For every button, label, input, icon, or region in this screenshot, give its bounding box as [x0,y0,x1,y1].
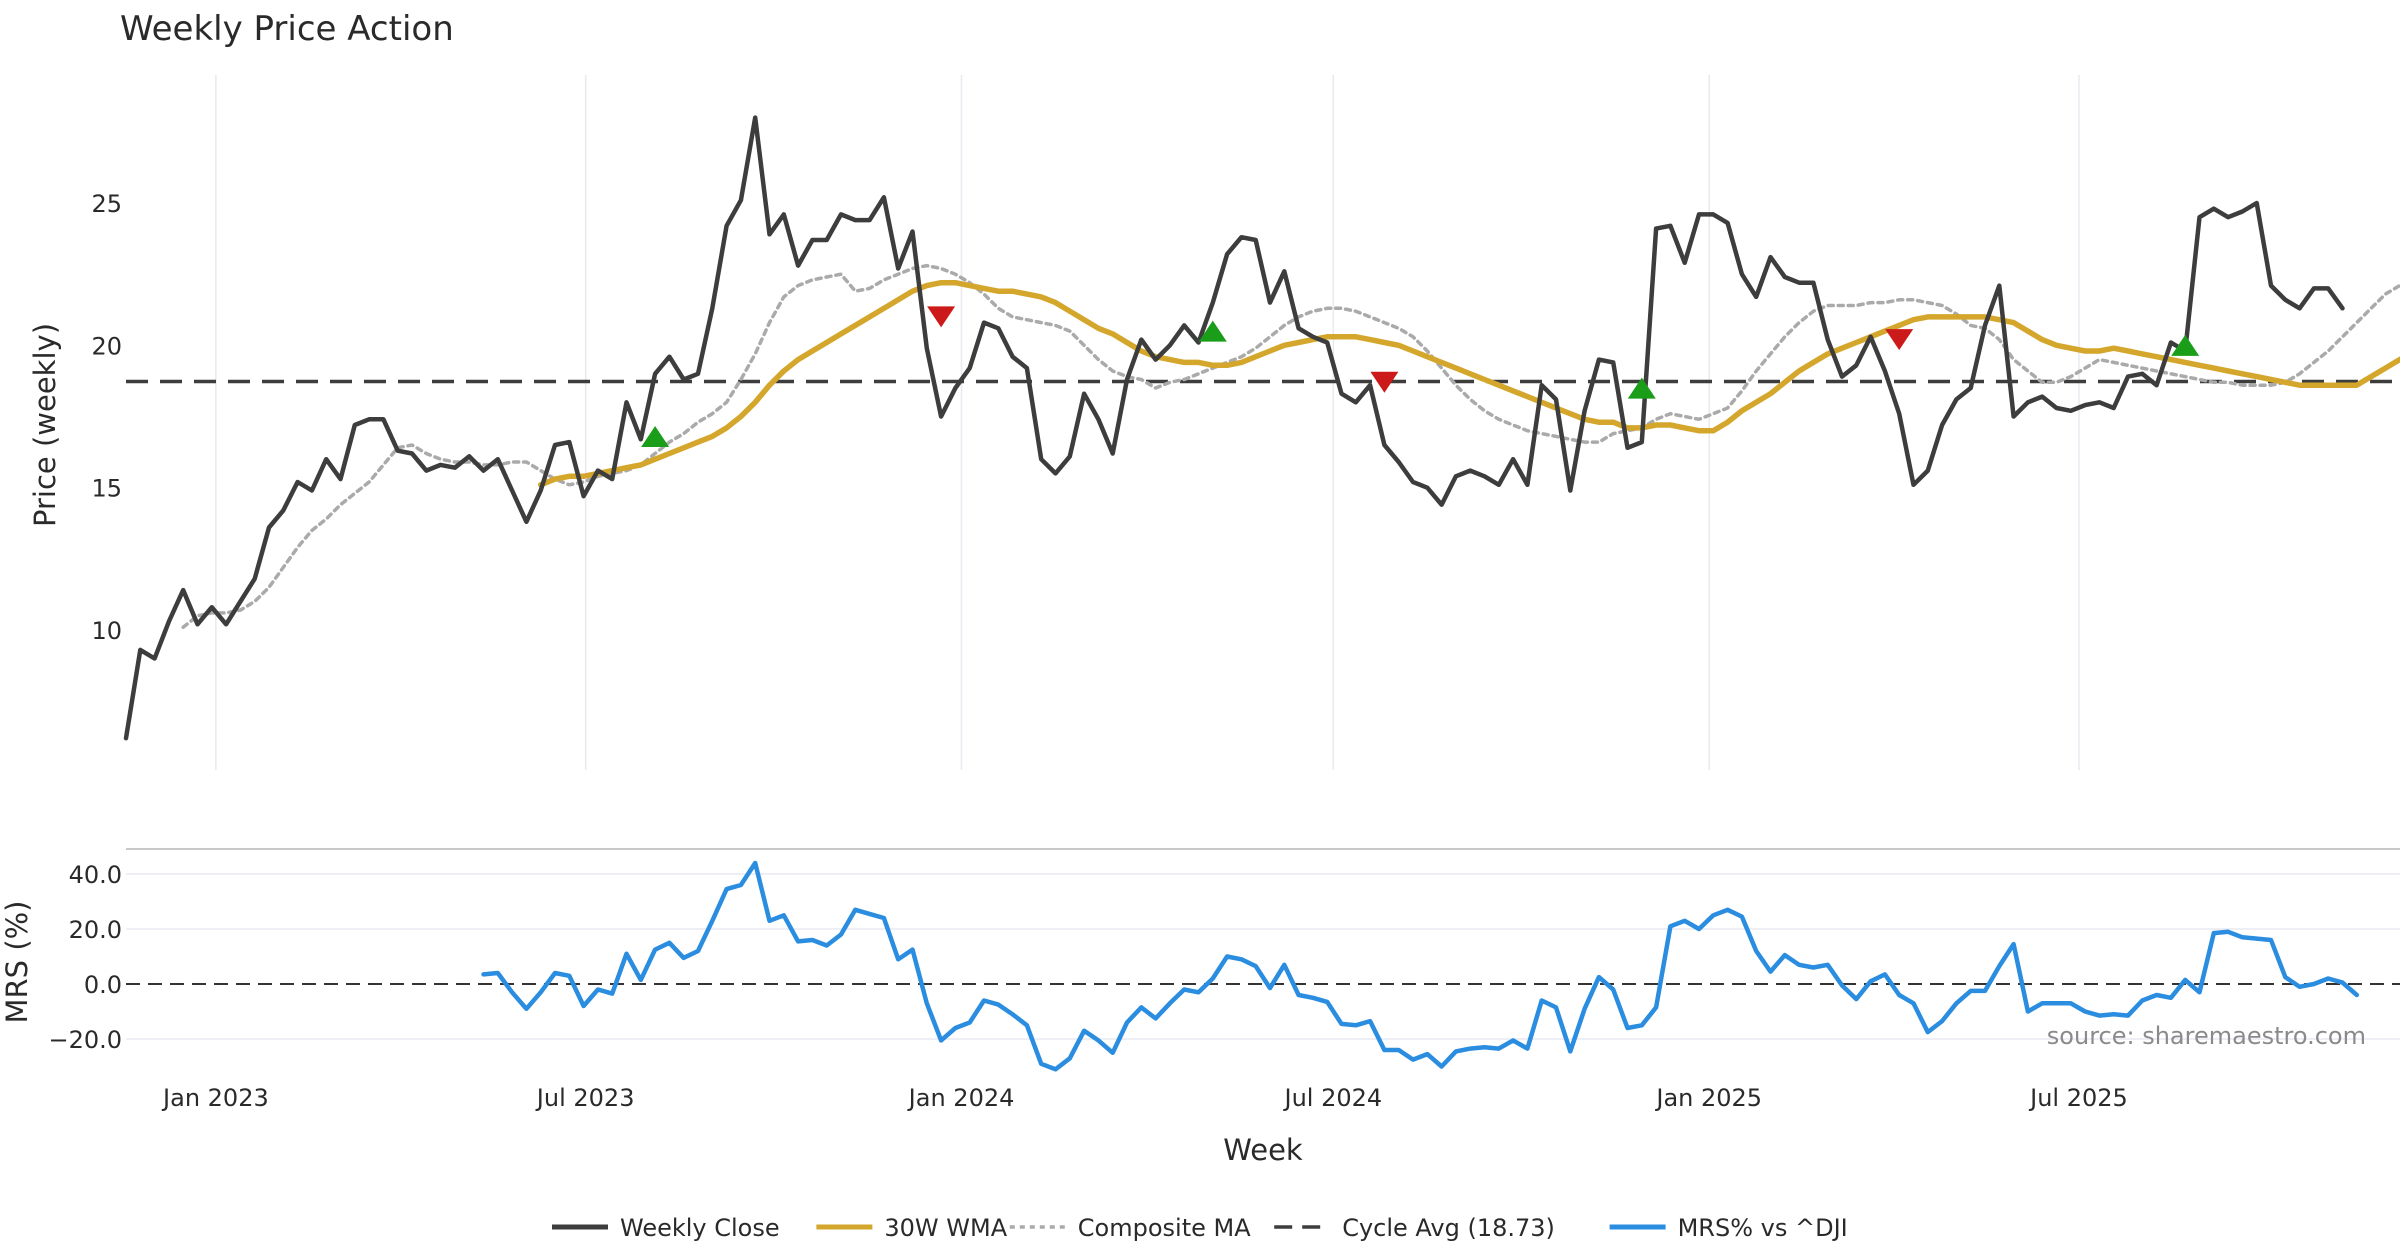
legend-label: 30W WMA [884,1214,1007,1242]
series-line-mrs [481,860,2360,1072]
main-y-ticks: 10 15 20 25 [91,190,122,645]
main-y-tick-label: 25 [91,190,122,218]
legend-label: MRS% vs ^DJI [1678,1214,1848,1242]
buy-signal-marker [641,425,670,447]
main-y-tick-label: 15 [91,475,122,503]
sell-signal-marker [1885,329,1914,351]
main-y-tick-label: 20 [91,332,122,360]
x-tick-label: Jul 2024 [1282,1084,1382,1112]
buy-signal-marker [1627,377,1656,399]
main-plot [123,115,2400,741]
buy-signal-marker [2171,334,2200,356]
mrs-y-tick-label: −20.0 [48,1026,122,1054]
x-tick-label: Jul 2023 [535,1084,635,1112]
x-tick-label: Jan 2023 [161,1084,269,1112]
x-axis-ticks: Jan 2023 Jul 2023 Jan 2024 Jul 2024 Jan 2025… [161,1084,2128,1112]
buy-signal-marker [1198,320,1227,342]
source-note: source: sharemaestro.com [2047,1022,2366,1050]
x-tick-label: Jan 2024 [907,1084,1015,1112]
x-tick-label: Jan 2025 [1654,1084,1762,1112]
mrs-y-tick-label: 40.0 [69,861,122,889]
mrs-y-axis-title: MRS (%) [0,901,34,1024]
mrs-grid [126,848,2400,1040]
mrs-y-tick-label: 20.0 [69,916,122,944]
main-grid [215,75,2080,770]
sell-signal-marker [927,306,956,328]
main-y-axis-title: Price (weekly) [28,323,62,527]
mrs-y-ticks: −20.0 0.0 20.0 40.0 [48,861,122,1054]
legend-label: Weekly Close [620,1214,780,1242]
sell-signal-marker [1370,371,1399,393]
legend: Weekly Close 30W WMA Composite MA Cycle Avg… [552,1214,1848,1242]
series-line-weekly-close [123,115,2345,741]
x-tick-label: Jul 2025 [2028,1084,2128,1112]
series-line-composite-ma [181,263,2400,629]
main-y-tick-label: 10 [91,617,122,645]
series-line-30w-wma [537,279,2400,488]
legend-label: Composite MA [1078,1214,1251,1242]
mrs-y-tick-label: 0.0 [84,971,122,999]
chart-title: Weekly Price Action [120,9,454,49]
mrs-plot [126,860,2400,1072]
legend-label: Cycle Avg (18.73) [1342,1214,1555,1242]
x-axis-title: Week [1223,1133,1303,1167]
